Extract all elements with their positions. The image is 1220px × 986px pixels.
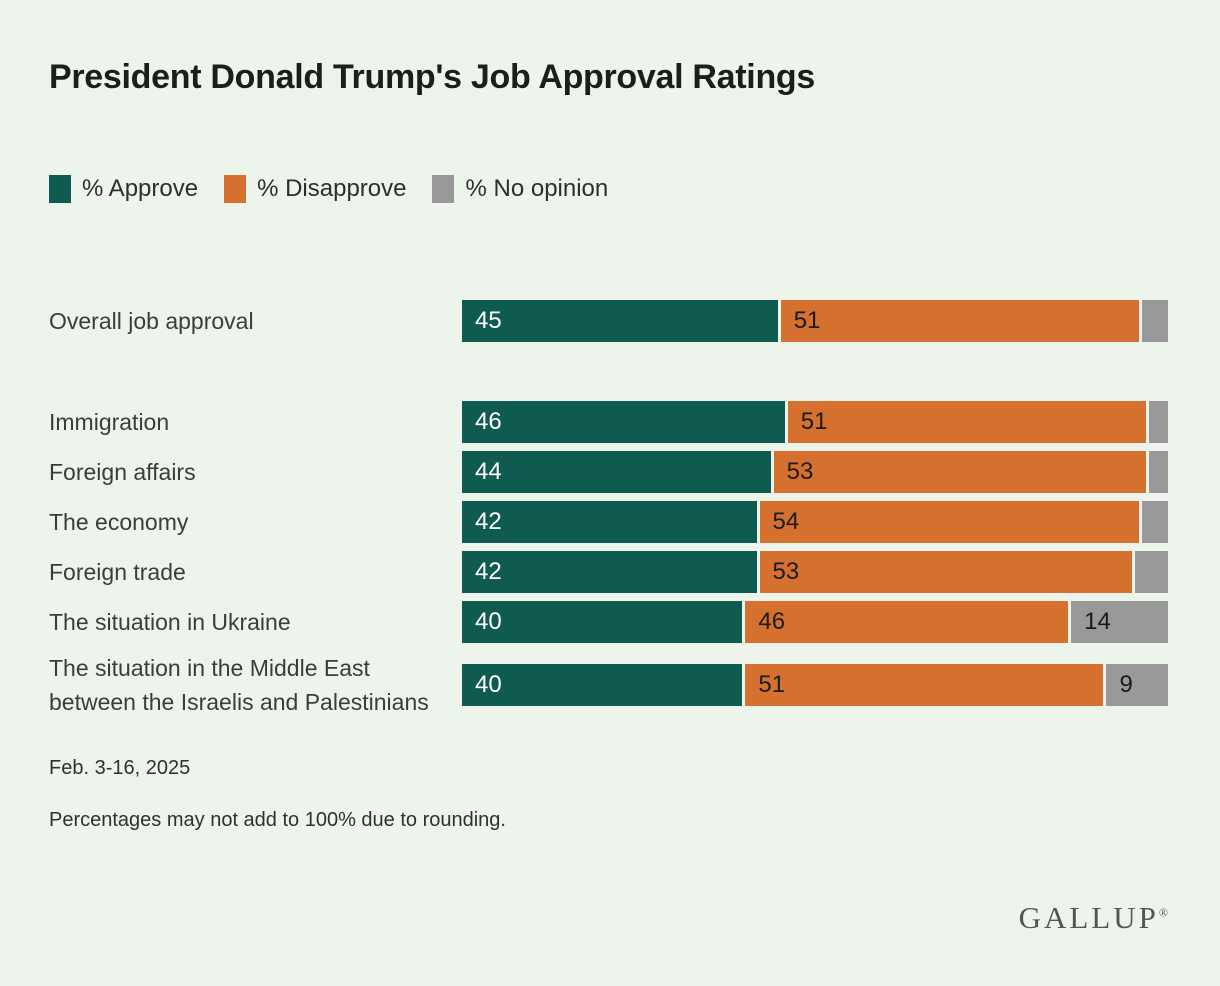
disapprove-value-label: 53 [786, 458, 814, 485]
disapprove-value-label: 51 [793, 307, 821, 334]
approve-value-label: 40 [475, 608, 502, 635]
legend-label-disapprove: % Disapprove [257, 175, 407, 202]
category-label: Foreign affairs [49, 459, 196, 485]
disapprove-value-label: 46 [758, 608, 786, 635]
approve-value-label: 42 [475, 558, 502, 585]
chart-row: Foreign affairs 44 53 [49, 451, 1168, 493]
no-opinion-bar-segment: 9 [1106, 664, 1168, 706]
disapprove-bar-segment: 51 [780, 300, 1139, 342]
approve-bar-segment: 40 [462, 601, 743, 643]
disapprove-value-label: 54 [772, 508, 800, 535]
rounding-note: Percentages may not add to 100% due to r… [49, 809, 506, 831]
no-opinion-bar-segment [1148, 401, 1168, 443]
disapprove-bar-segment: 51 [787, 401, 1146, 443]
legend-item-disapprove: % Disapprove [224, 175, 406, 203]
chart-row: Foreign trade 42 53 [49, 551, 1168, 593]
gallup-logo: GALLUP® [1019, 900, 1168, 936]
bar-track: 42 54 [462, 501, 1168, 543]
category-label: Immigration [49, 409, 170, 435]
legend-item-no-opinion: % No opinion [432, 175, 608, 203]
chart-row: The situation in the Middle East between… [49, 651, 1168, 719]
approve-value-label: 46 [475, 408, 502, 435]
category-label: Foreign trade [49, 559, 186, 585]
bar-track: 44 53 [462, 451, 1168, 493]
no-opinion-bar-segment [1134, 551, 1168, 593]
approve-value-label: 44 [475, 458, 502, 485]
approve-bar-segment: 45 [462, 300, 778, 342]
approve-value-label: 40 [475, 671, 502, 698]
page-title: President Donald Trump's Job Approval Ra… [49, 58, 815, 96]
disapprove-value-label: 51 [800, 408, 828, 435]
bar-track: 45 51 [462, 300, 1168, 342]
category-label: Overall job approval [49, 308, 254, 334]
disapprove-value-label: 51 [758, 671, 786, 698]
no-opinion-bar-segment [1141, 501, 1168, 543]
registered-mark: ® [1158, 905, 1168, 920]
approve-bar-segment: 40 [462, 664, 743, 706]
bar-track: 46 51 [462, 401, 1168, 443]
approve-bar-segment: 42 [462, 501, 757, 543]
disapprove-bar-segment: 46 [745, 601, 1069, 643]
approve-bar-segment: 44 [462, 451, 771, 493]
no-opinion-bar-segment [1141, 300, 1168, 342]
bar-track: 40 46 14 [462, 601, 1168, 643]
survey-date: Feb. 3-16, 2025 [49, 757, 191, 779]
no-opinion-swatch-icon [432, 175, 455, 203]
disapprove-value-label: 53 [772, 558, 800, 585]
approve-value-label: 45 [475, 307, 502, 334]
approve-swatch-icon [49, 175, 71, 203]
no-opinion-value-label: 9 [1119, 671, 1133, 698]
approve-value-label: 42 [475, 508, 502, 535]
legend-label-no-opinion: % No opinion [465, 175, 609, 202]
category-label: The situation in the Middle East between… [49, 655, 429, 715]
no-opinion-bar-segment [1148, 451, 1168, 493]
no-opinion-value-label: 14 [1084, 608, 1111, 635]
gallup-logo-text: GALLUP [1018, 900, 1159, 935]
category-label: The economy [49, 509, 189, 535]
disapprove-swatch-icon [224, 175, 247, 203]
bar-chart: Overall job approval 45 51 Immigration 4… [49, 300, 1168, 719]
no-opinion-bar-segment: 14 [1071, 601, 1168, 643]
category-label: The situation in Ukraine [49, 609, 291, 635]
legend-label-approve: % Approve [82, 175, 199, 202]
chart-row: Overall job approval 45 51 [49, 300, 1168, 342]
disapprove-bar-segment: 54 [759, 501, 1139, 543]
chart-row: The economy 42 54 [49, 501, 1168, 543]
disapprove-bar-segment: 53 [759, 551, 1132, 593]
legend: % Approve % Disapprove % No opinion [49, 175, 1168, 203]
chart-row: The situation in Ukraine 40 46 14 [49, 601, 1168, 643]
disapprove-bar-segment: 51 [745, 664, 1104, 706]
legend-item-approve: % Approve [49, 175, 198, 203]
approve-bar-segment: 46 [462, 401, 785, 443]
approve-bar-segment: 42 [462, 551, 757, 593]
disapprove-bar-segment: 53 [773, 451, 1146, 493]
chart-row: Immigration 46 51 [49, 401, 1168, 443]
bar-track: 42 53 [462, 551, 1168, 593]
bar-track: 40 51 9 [462, 664, 1168, 706]
